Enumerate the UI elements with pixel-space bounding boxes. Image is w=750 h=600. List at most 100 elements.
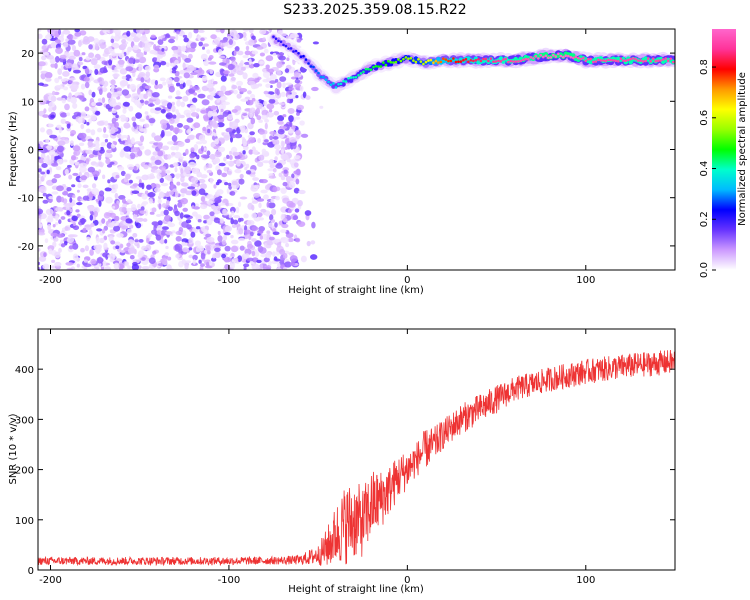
noise-speckle xyxy=(38,82,44,86)
noise-speckle xyxy=(45,34,52,40)
noise-speckle xyxy=(78,142,85,147)
noise-speckle xyxy=(172,162,179,167)
noise-speckle xyxy=(58,247,62,253)
noise-speckle xyxy=(55,47,63,54)
noise-speckle xyxy=(89,249,94,256)
noise-speckle xyxy=(251,226,259,232)
ridge-segment xyxy=(327,80,330,84)
noise-speckle xyxy=(272,251,276,257)
noise-speckle xyxy=(69,197,73,203)
noise-speckle xyxy=(182,247,189,253)
noise-speckle xyxy=(272,231,280,236)
noise-speckle xyxy=(168,85,175,93)
noise-speckle xyxy=(246,257,254,262)
noise-speckle xyxy=(151,92,160,98)
noise-speckle xyxy=(190,147,195,153)
ridge-segment xyxy=(436,57,441,62)
noise-speckle xyxy=(200,154,209,158)
noise-speckle xyxy=(251,184,255,189)
ridge-segment xyxy=(284,44,288,48)
ridge-segment xyxy=(522,58,525,62)
noise-speckle xyxy=(111,94,118,98)
noise-speckle xyxy=(84,224,91,228)
snr-y-tick-label: 200 xyxy=(15,466,34,477)
noise-speckle xyxy=(203,214,210,220)
noise-speckle xyxy=(120,170,126,176)
noise-speckle xyxy=(251,250,256,257)
noise-speckle xyxy=(161,226,169,231)
noise-speckle xyxy=(242,29,250,32)
noise-speckle xyxy=(112,140,116,145)
noise-speckle xyxy=(221,172,228,178)
noise-speckle xyxy=(295,178,300,185)
ridge-segment xyxy=(597,58,600,62)
noise-speckle xyxy=(262,78,270,83)
noise-speckle xyxy=(242,72,248,80)
spectrogram-x-tick-label: -100 xyxy=(218,275,241,286)
noise-speckle xyxy=(132,183,139,187)
noise-speckle xyxy=(248,234,252,241)
noise-speckle xyxy=(263,100,268,107)
noise-speckle xyxy=(190,231,196,238)
noise-speckle xyxy=(214,150,222,158)
noise-speckle xyxy=(114,215,120,222)
noise-speckle xyxy=(237,50,244,56)
noise-speckle xyxy=(187,186,196,190)
ridge-segment xyxy=(571,53,576,58)
noise-speckle xyxy=(68,174,73,180)
noise-speckle xyxy=(279,102,285,106)
noise-speckle xyxy=(132,213,138,220)
noise-speckle xyxy=(103,126,107,133)
ridge-segment xyxy=(482,57,485,61)
noise-speckle xyxy=(87,166,96,173)
noise-speckle xyxy=(268,222,274,228)
noise-speckle xyxy=(164,252,169,256)
noise-speckle xyxy=(259,60,264,65)
ridge-segment xyxy=(287,47,290,50)
noise-speckle xyxy=(198,259,202,264)
noise-speckle xyxy=(248,137,255,144)
ridge-segment xyxy=(279,40,283,43)
ridge-segment xyxy=(274,37,278,40)
noise-speckle xyxy=(148,198,153,204)
ridge-segment xyxy=(447,59,450,63)
noise-speckle xyxy=(217,230,221,236)
noise-speckle xyxy=(139,35,148,42)
noise-speckle xyxy=(175,230,183,236)
noise-speckle xyxy=(220,75,227,82)
noise-speckle xyxy=(286,158,291,163)
noise-speckle xyxy=(91,91,96,98)
ridge-segment xyxy=(304,58,308,61)
noise-speckle xyxy=(78,40,82,47)
noise-speckle xyxy=(101,97,106,104)
noise-speckle xyxy=(57,145,64,153)
noise-speckle xyxy=(175,236,182,242)
noise-speckle xyxy=(244,50,251,56)
noise-speckle xyxy=(251,50,259,55)
noise-speckle xyxy=(120,135,129,139)
ridge-segment xyxy=(388,61,394,67)
noise-speckle xyxy=(272,136,279,140)
noise-speckle xyxy=(161,145,170,151)
noise-speckle xyxy=(138,66,143,72)
ridge-segment xyxy=(504,57,508,61)
ridge-segment xyxy=(484,57,488,61)
noise-speckle xyxy=(274,78,279,83)
noise-speckle xyxy=(144,190,149,195)
noise-speckle xyxy=(127,247,136,254)
noise-speckle xyxy=(272,139,277,145)
noise-speckle xyxy=(251,263,260,270)
noise-speckle xyxy=(46,144,52,151)
noise-speckle xyxy=(276,162,282,166)
noise-speckle xyxy=(185,79,192,87)
noise-speckle xyxy=(60,78,67,83)
noise-speckle xyxy=(238,66,242,71)
noise-speckle xyxy=(289,255,298,263)
noise-speckle xyxy=(175,96,183,100)
noise-speckle xyxy=(132,147,140,153)
noise-speckle xyxy=(264,139,269,143)
snr-y-label: SNR (10 * v/v) xyxy=(8,413,19,484)
noise-speckle xyxy=(254,240,262,247)
noise-speckle xyxy=(106,149,113,154)
noise-speckle xyxy=(243,229,252,235)
